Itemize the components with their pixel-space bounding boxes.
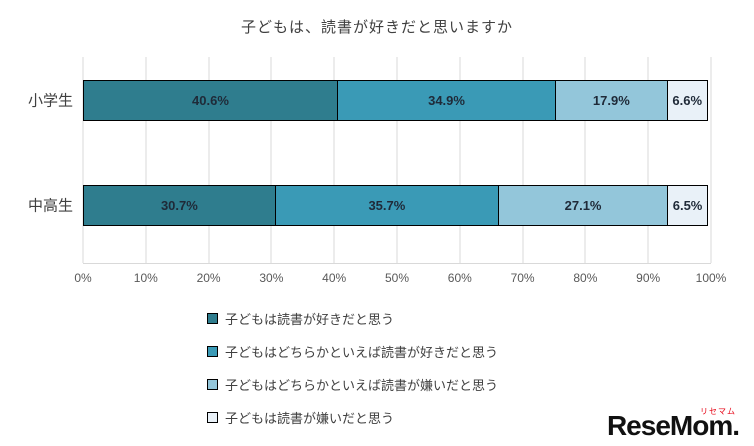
- x-tick-label: 0%: [74, 271, 92, 285]
- x-tick-label: 30%: [259, 271, 284, 285]
- legend-item: 子どもはどちらかといえば読書が好きだと思う: [207, 341, 498, 361]
- legend-label: 子どもは読書が嫌いだと思う: [225, 410, 395, 426]
- gridline: [270, 57, 272, 263]
- x-tick-label: 70%: [510, 271, 535, 285]
- gridline: [522, 57, 524, 263]
- logo-text: ReseMom: [606, 410, 733, 441]
- gridline: [145, 57, 147, 263]
- segment-value-label: 40.6%: [192, 93, 229, 108]
- resemom-logo: リセマム ReseMom.: [606, 408, 740, 441]
- bar-segment: 34.9%: [336, 80, 557, 121]
- legend-swatch: [207, 345, 218, 357]
- x-tick-label: 20%: [196, 271, 221, 285]
- legend-item: 子どもはどちらかといえば読書が嫌いだと思う: [207, 374, 498, 394]
- logo-period: .: [732, 410, 740, 441]
- gridline: [584, 57, 586, 263]
- legend-item: 子どもは読書が好きだと思う: [207, 308, 498, 328]
- bar-segment: 35.7%: [274, 185, 499, 226]
- legend-label: 子どもはどちらかといえば読書が嫌いだと思う: [225, 377, 499, 393]
- bar-segment: 6.6%: [666, 80, 708, 121]
- gridline: [333, 57, 335, 263]
- x-tick-label: 80%: [573, 271, 598, 285]
- legend-label: 子どもは読書が好きだと思う: [225, 311, 395, 327]
- bar-segment: 30.7%: [83, 185, 276, 226]
- x-tick-label: 100%: [695, 271, 727, 285]
- segment-value-label: 35.7%: [368, 198, 406, 213]
- category-label: 中高生: [27, 197, 73, 215]
- segment-value-label: 17.9%: [592, 93, 630, 108]
- logo-katakana-text: リセマム: [700, 407, 736, 416]
- segment-value-label: 30.7%: [160, 198, 198, 213]
- x-tick-label: 60%: [447, 271, 472, 285]
- legend: 子どもは読書が好きだと思う子どもはどちらかといえば読書が好きだと思う 子どもはどち…: [207, 308, 498, 427]
- bar-segment: 27.1%: [497, 185, 669, 226]
- bar-segment: 17.9%: [555, 80, 668, 121]
- gridline: [710, 57, 712, 263]
- category-label: 小学生: [27, 92, 73, 110]
- chart-title: 子どもは、読書が好きだと思いますか: [240, 19, 513, 36]
- gridline: [82, 57, 84, 263]
- gridline: [208, 57, 210, 263]
- legend-label: 子どもはどちらかといえば読書が好きだと思う: [225, 344, 499, 360]
- legend-swatch: [207, 411, 218, 423]
- stacked-bar: 30.7% 35.7% 27.1% 6.5%: [83, 185, 711, 226]
- bar-segment: 40.6%: [83, 80, 338, 121]
- x-tick-label: 50%: [384, 271, 410, 285]
- gridline: [459, 57, 461, 263]
- segment-value-label: 6.5%: [672, 198, 703, 213]
- stacked-bar: 40.6% 34.9% 17.9% 6.6%: [83, 80, 711, 121]
- legend-item: 子どもは読書が嫌いだと思う: [207, 407, 498, 427]
- segment-value-label: 6.6%: [672, 93, 703, 108]
- bar-segment: 6.5%: [667, 185, 708, 226]
- x-tick-label: 90%: [636, 271, 661, 285]
- plot-area: 0% 10% 20% 30% 40% 50% 60% 70% 80% 90% 100% 小学生 40.6…: [28, 57, 726, 285]
- segment-value-label: 27.1%: [564, 198, 602, 213]
- gridline: [647, 57, 649, 263]
- legend-swatch: [207, 312, 218, 324]
- x-tick-label: 40%: [322, 271, 347, 285]
- x-tick-label: 10%: [133, 271, 158, 285]
- legend-swatch: [207, 378, 218, 390]
- segment-value-label: 34.9%: [428, 93, 465, 108]
- gridline: [396, 57, 398, 263]
